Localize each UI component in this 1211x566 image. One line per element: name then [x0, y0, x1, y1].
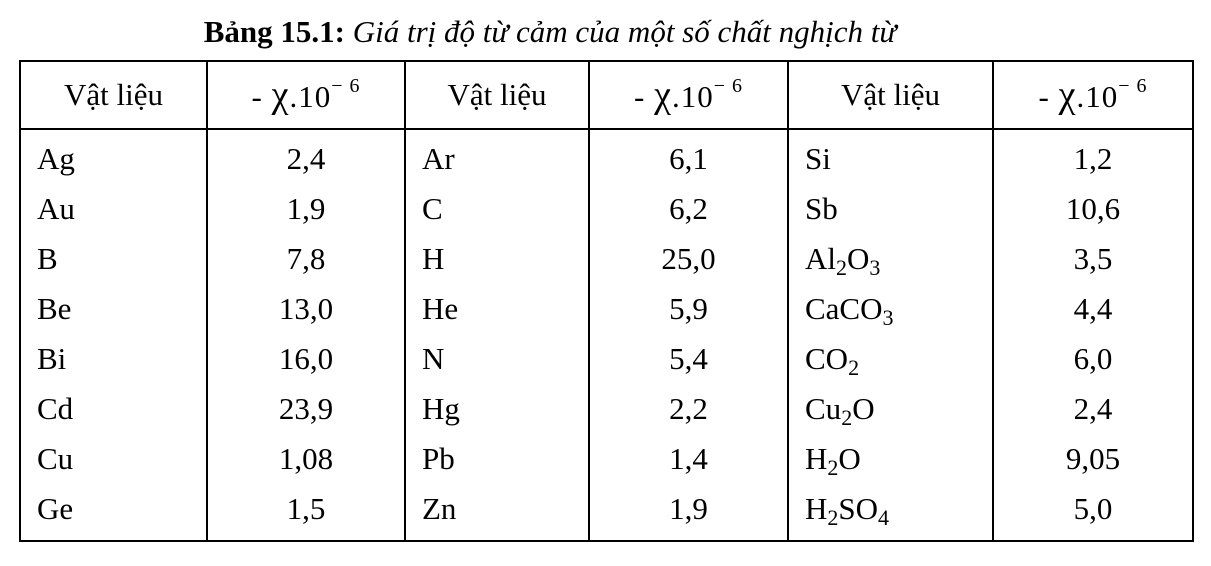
value-cell: 1,5	[206, 484, 406, 541]
susceptibility-table: Vật liệu - χ.10− 6 Vật liệu - χ.10− 6 Vậ…	[19, 60, 1194, 542]
material-cell: Au	[19, 184, 208, 234]
value-cell: 6,1	[588, 129, 789, 184]
value-cell: 6,2	[588, 184, 789, 234]
material-cell: B	[19, 234, 208, 284]
material-cell: H2SO4	[787, 484, 994, 541]
value-cell: 16,0	[206, 334, 406, 384]
material-cell: Sb	[787, 184, 994, 234]
value-cell: 1,2	[992, 129, 1194, 184]
material-cell: H	[404, 234, 590, 284]
value-cell: 3,5	[992, 234, 1194, 284]
table-row: Cd 23,9 Hg 2,2 Cu2O 2,4	[19, 384, 1194, 434]
value-cell: 5,9	[588, 284, 789, 334]
table-row: Ge 1,5 Zn 1,9 H2SO4 5,0	[19, 484, 1194, 541]
header-material-1: Vật liệu	[19, 61, 208, 130]
material-cell: Zn	[404, 484, 590, 541]
material-cell: Ge	[19, 484, 208, 541]
material-cell: Be	[19, 284, 208, 334]
header-row: Vật liệu - χ.10− 6 Vật liệu - χ.10− 6 Vậ…	[19, 61, 1194, 130]
value-cell: 4,4	[992, 284, 1194, 334]
material-cell: Bi	[19, 334, 208, 384]
value-cell: 1,9	[206, 184, 406, 234]
table-caption: Bảng 15.1: Giá trị độ từ cảm của một số …	[0, 12, 1100, 52]
value-cell: 2,2	[588, 384, 789, 434]
material-cell: Ag	[19, 129, 208, 184]
caption-label: Bảng 15.1:	[203, 14, 345, 49]
header-chi-3: - χ.10− 6	[992, 61, 1194, 130]
value-cell: 23,9	[206, 384, 406, 434]
value-cell: 2,4	[992, 384, 1194, 434]
material-cell: Al2O3	[787, 234, 994, 284]
table-row: Bi 16,0 N 5,4 CO2 6,0	[19, 334, 1194, 384]
material-cell: Pb	[404, 434, 590, 484]
material-cell: C	[404, 184, 590, 234]
table-row: Be 13,0 He 5,9 CaCO3 4,4	[19, 284, 1194, 334]
value-cell: 1,9	[588, 484, 789, 541]
header-material-2: Vật liệu	[404, 61, 590, 130]
material-cell: He	[404, 284, 590, 334]
header-material-3: Vật liệu	[787, 61, 994, 130]
value-cell: 2,4	[206, 129, 406, 184]
caption-text: Giá trị độ từ cảm của một số chất nghịch…	[344, 14, 897, 49]
value-cell: 25,0	[588, 234, 789, 284]
material-cell: H2O	[787, 434, 994, 484]
value-cell: 13,0	[206, 284, 406, 334]
material-cell: N	[404, 334, 590, 384]
value-cell: 1,4	[588, 434, 789, 484]
material-cell: Cd	[19, 384, 208, 434]
material-cell: CO2	[787, 334, 994, 384]
value-cell: 6,0	[992, 334, 1194, 384]
table-row: Cu 1,08 Pb 1,4 H2O 9,05	[19, 434, 1194, 484]
material-cell: Hg	[404, 384, 590, 434]
table-row: Ag 2,4 Ar 6,1 Si 1,2	[19, 129, 1194, 184]
material-cell: Cu2O	[787, 384, 994, 434]
material-cell: Ar	[404, 129, 590, 184]
value-cell: 7,8	[206, 234, 406, 284]
header-chi-2: - χ.10− 6	[588, 61, 789, 130]
value-cell: 9,05	[992, 434, 1194, 484]
value-cell: 10,6	[992, 184, 1194, 234]
material-cell: Si	[787, 129, 994, 184]
header-chi-1: - χ.10− 6	[206, 61, 406, 130]
table-row: Au 1,9 C 6,2 Sb 10,6	[19, 184, 1194, 234]
material-cell: Cu	[19, 434, 208, 484]
value-cell: 5,0	[992, 484, 1194, 541]
value-cell: 1,08	[206, 434, 406, 484]
material-cell: CaCO3	[787, 284, 994, 334]
value-cell: 5,4	[588, 334, 789, 384]
table-row: B 7,8 H 25,0 Al2O3 3,5	[19, 234, 1194, 284]
